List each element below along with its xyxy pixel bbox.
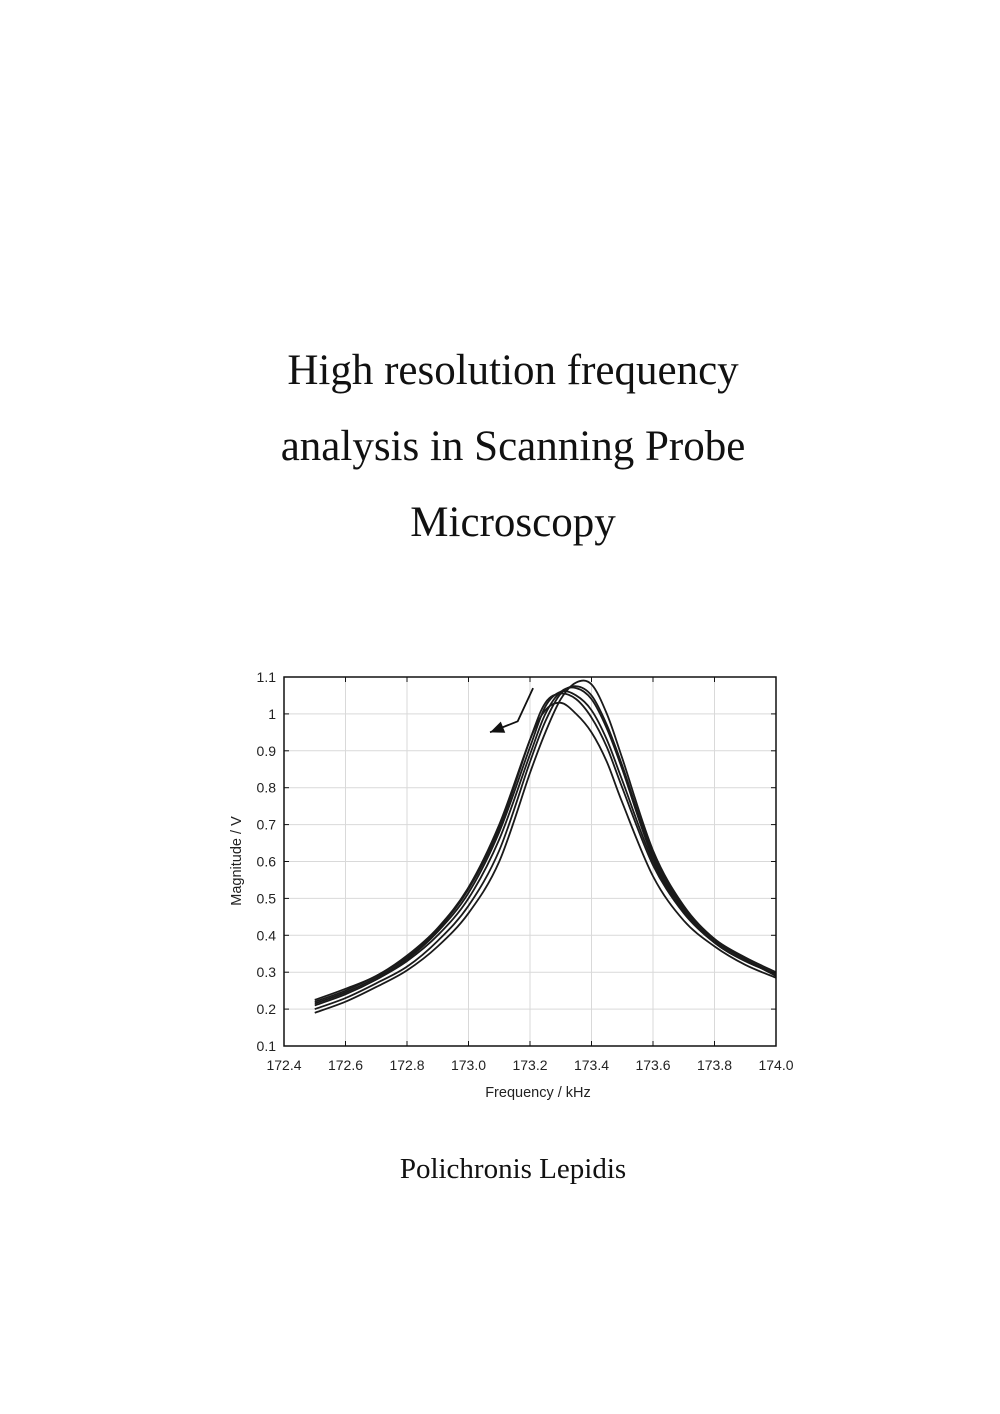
y-tick-label: 0.3 <box>257 964 277 980</box>
y-tick-label: 1 <box>268 706 276 722</box>
y-tick-label: 0.2 <box>257 1001 277 1017</box>
title-line: Microscopy <box>410 499 616 546</box>
x-tick-label: 173.6 <box>635 1057 670 1073</box>
series-line <box>314 686 777 1007</box>
series-line <box>314 679 777 1014</box>
y-tick-label: 0.7 <box>257 817 277 833</box>
document-title: High resolution frequency analysis in Sc… <box>0 333 1000 561</box>
grid <box>283 676 777 1047</box>
x-tick-label: 173.2 <box>512 1057 547 1073</box>
y-tick-label: 1.1 <box>257 669 277 685</box>
y-tick-label: 0.5 <box>257 890 277 906</box>
y-axis-label: Magnitude / V <box>229 816 245 906</box>
title-line: High resolution frequency <box>287 347 739 394</box>
x-tick-label: 172.6 <box>328 1057 363 1073</box>
title-line: analysis in Scanning Probe <box>280 423 746 470</box>
series-line <box>314 701 777 1001</box>
author-name: Polichronis Lepidis <box>399 1153 627 1185</box>
x-tick-label: 174.0 <box>758 1057 793 1073</box>
y-tick-label: 0.6 <box>257 854 277 870</box>
x-axis-label: Frequency / kHz <box>485 1085 591 1101</box>
y-tick-label: 0.1 <box>257 1038 277 1054</box>
ticks: 172.4 172.6 172.8 173.0 173.2 173.4 173.6 173.8… <box>257 669 794 1073</box>
series-lines <box>314 679 777 1014</box>
y-tick-label: 0.4 <box>257 927 277 943</box>
y-tick-label: 0.9 <box>257 743 277 759</box>
x-tick-label: 173.0 <box>451 1057 486 1073</box>
series-line <box>314 692 777 1003</box>
y-tick-label: 0.8 <box>257 780 277 796</box>
x-tick-label: 172.8 <box>389 1057 424 1073</box>
x-tick-label: 172.4 <box>266 1057 301 1073</box>
series-line <box>314 690 777 1005</box>
arrow-line <box>489 687 534 734</box>
arrow-head-icon <box>490 721 506 733</box>
annotations <box>489 687 534 734</box>
x-tick-label: 173.8 <box>697 1057 732 1073</box>
x-tick-label: 173.4 <box>574 1057 609 1073</box>
